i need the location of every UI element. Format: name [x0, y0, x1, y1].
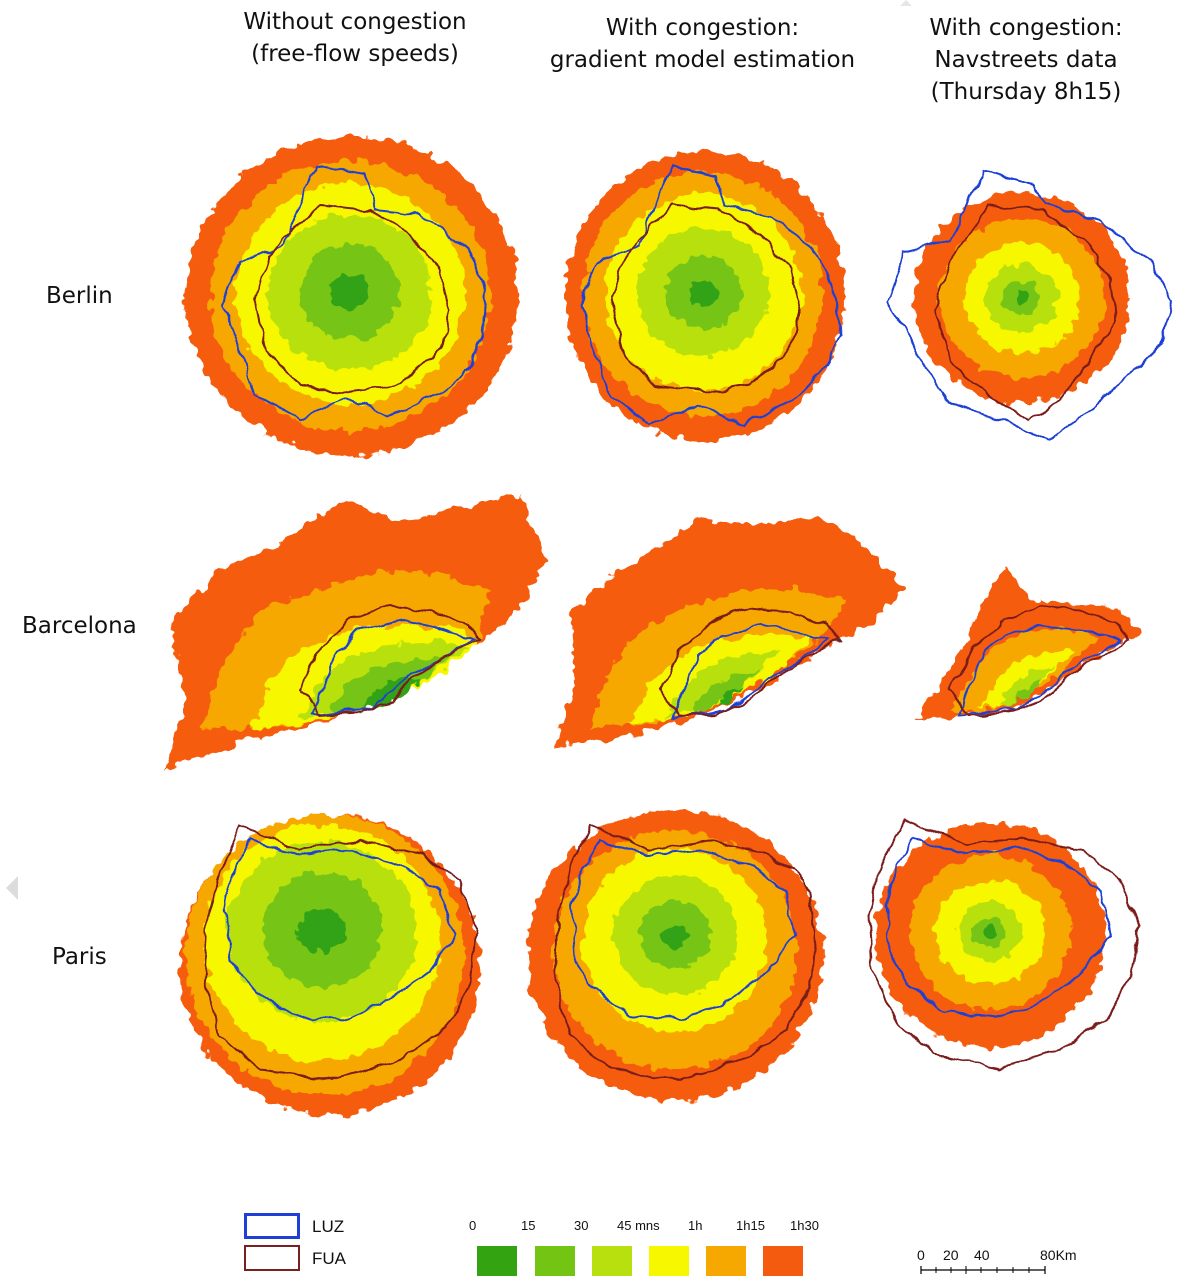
left-arrow-icon[interactable]	[6, 876, 18, 900]
time-tick-1h15: 1h15	[736, 1218, 765, 1233]
map-barcelona-free-flow	[165, 495, 545, 770]
time-swatch-60-75	[706, 1246, 746, 1276]
map-berlin-navstreets	[914, 193, 1130, 403]
map-berlin-free-flow	[186, 136, 518, 456]
map-barcelona-navstreets-boundaries	[948, 604, 1132, 718]
map-barcelona-navstreets	[918, 565, 1140, 718]
time-tick-1h30: 1h30	[790, 1218, 819, 1233]
time-swatch-15-30	[535, 1246, 575, 1276]
time-tick-0: 0	[469, 1218, 477, 1233]
scale-bar	[920, 1266, 1046, 1274]
time-swatch-30-45	[592, 1246, 632, 1276]
row-label-barcelona: Barcelona	[22, 613, 137, 639]
scale-label-40: 40	[974, 1247, 990, 1263]
map-berlin-free-flow-boundaries	[220, 163, 487, 422]
column-title-free-flow: Without congestion (free-flow speeds)	[243, 9, 467, 67]
column-title-navstreets: With congestion: Navstreets data (Thursd…	[929, 15, 1123, 105]
time-tick-15: 15	[521, 1218, 536, 1233]
map-paris-gradient	[527, 810, 823, 1100]
map-paris-free-flow	[180, 815, 480, 1115]
column-title-gradient-model: With congestion: gradient model estimati…	[549, 15, 856, 73]
time-swatch-45-60	[649, 1246, 689, 1276]
fua-legend-swatch	[244, 1245, 300, 1271]
map-barcelona-free-flow-boundaries	[298, 603, 482, 717]
map-paris-navstreets	[875, 823, 1105, 1047]
fua-legend-label: FUA	[312, 1249, 346, 1268]
up-arrow-icon	[900, 0, 912, 6]
map-barcelona-gradient	[555, 515, 905, 745]
scale-label-0: 0	[917, 1247, 925, 1263]
time-tick-45: 45 mns	[617, 1218, 660, 1233]
time-tick-30: 30	[574, 1218, 589, 1233]
time-swatch-0-15	[477, 1246, 517, 1276]
map-paris-navstreets-boundaries	[866, 818, 1142, 1070]
time-swatch-75-90	[763, 1246, 803, 1276]
time-tick-1h: 1h	[688, 1218, 703, 1233]
luz-legend-label: LUZ	[312, 1217, 345, 1236]
map-berlin-navstreets-boundaries	[886, 170, 1174, 442]
map-berlin-gradient-boundaries	[578, 163, 842, 427]
scale-label-20: 20	[943, 1247, 959, 1263]
scale-label-80km: 80Km	[1040, 1247, 1077, 1263]
row-label-paris: Paris	[52, 944, 107, 970]
luz-legend-swatch	[244, 1213, 300, 1239]
map-berlin-gradient	[565, 151, 845, 441]
row-label-berlin: Berlin	[46, 283, 113, 309]
map-paris-free-flow-boundaries	[203, 823, 477, 1082]
map-paris-gradient-boundaries	[553, 823, 817, 1082]
map-barcelona-gradient-boundaries	[658, 606, 842, 720]
